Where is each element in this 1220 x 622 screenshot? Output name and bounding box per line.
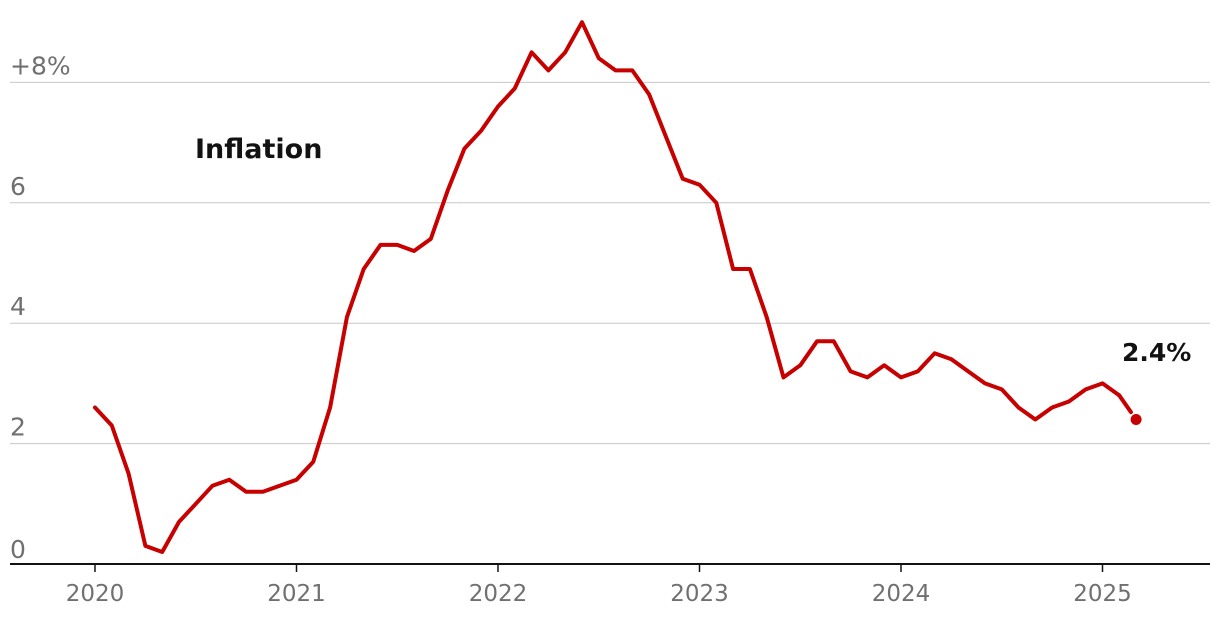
- x-axis-ticks: 2020 2021 2022 2023 2024 2025: [66, 564, 1132, 607]
- y-tick-label: 6: [10, 172, 26, 201]
- x-tick-label: 2025: [1073, 581, 1132, 607]
- inflation-series-tail: [1117, 393, 1133, 415]
- x-tick-label: 2024: [872, 581, 931, 607]
- y-tick-label: 0: [10, 535, 26, 564]
- x-tick-label: 2020: [66, 581, 125, 607]
- x-tick-label: 2022: [469, 581, 528, 607]
- series-layer: [93, 20, 1142, 554]
- latest-value-dot: [1130, 414, 1142, 426]
- x-tick-label: 2023: [670, 581, 729, 607]
- y-gridlines: [10, 81, 1210, 445]
- y-axis-tick-labels: 0 2 4 6 +8%: [10, 51, 71, 564]
- y-tick-label: 4: [10, 292, 26, 321]
- end-value-label: 2.4%: [1122, 338, 1191, 367]
- x-tick-label: 2021: [267, 581, 326, 607]
- y-tick-label: 2: [10, 413, 26, 442]
- series-label-inflation: Inflation: [195, 134, 322, 165]
- y-tick-label: +8%: [10, 51, 71, 80]
- inflation-series-line: [93, 20, 1122, 554]
